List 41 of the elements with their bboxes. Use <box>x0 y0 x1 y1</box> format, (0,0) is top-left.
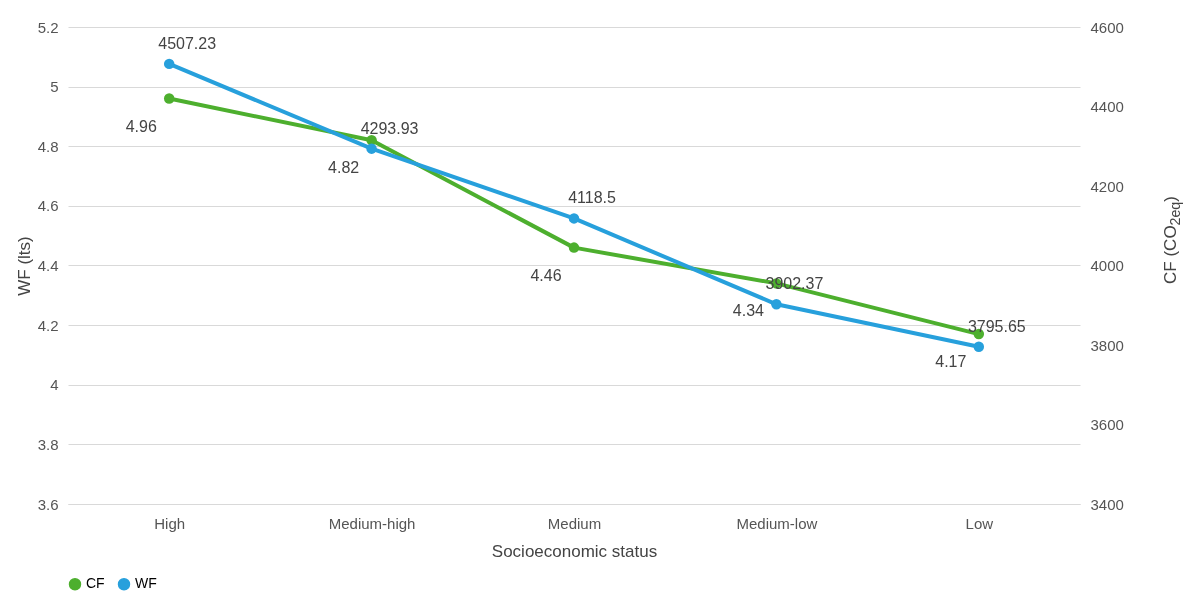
y2-tick-label: 3600 <box>1090 416 1124 433</box>
legend-label: WF <box>135 575 157 592</box>
data-label: 4118.5 <box>568 189 616 207</box>
data-label: 4.96 <box>125 117 157 135</box>
point <box>771 299 782 310</box>
y-tick-label: 4.8 <box>37 137 59 155</box>
y2-tick-label: 3800 <box>1090 336 1124 354</box>
y2-tick-label: 4000 <box>1090 257 1124 274</box>
data-label: 4.34 <box>732 302 765 320</box>
y-tick-label: 4.4 <box>37 257 59 274</box>
y-tick-label: 4 <box>50 376 59 394</box>
y-tick-label: 5 <box>50 78 59 96</box>
point <box>568 213 580 224</box>
x-tick-label: Medium <box>547 514 602 532</box>
x-axis-title: Socioeconomic status <box>491 541 658 561</box>
y-tick-label: 4.2 <box>37 316 59 334</box>
data-label: 4.82 <box>328 159 360 177</box>
y-tick-label: 3.6 <box>37 495 59 513</box>
point <box>568 242 580 253</box>
x-tick-label: Medium-low <box>736 514 818 532</box>
y2-tick-label: 4600 <box>1090 18 1124 36</box>
y-tick-label: 3.8 <box>37 435 59 453</box>
data-label: 4507.23 <box>158 34 217 52</box>
y-axis-title: WF (lts) <box>14 236 34 296</box>
point <box>973 341 985 352</box>
point <box>163 93 175 104</box>
data-label: 4.46 <box>530 266 562 284</box>
point <box>163 58 175 70</box>
data-label: 3795.65 <box>967 317 1026 335</box>
data-label: 4.17 <box>935 353 967 371</box>
y-tick-label: 4.6 <box>37 197 59 215</box>
y2-tick-label: 3400 <box>1090 495 1124 513</box>
x-tick-label: Medium-high <box>328 514 416 532</box>
point <box>366 143 377 154</box>
x-tick-label: Low <box>965 514 994 532</box>
y2-tick-label: 4200 <box>1090 177 1124 195</box>
legend-label: CF <box>86 575 105 592</box>
y2-tick-label: 4400 <box>1090 98 1124 115</box>
y-tick-label: 5.2 <box>37 18 59 36</box>
x-tick-label: High <box>154 514 186 532</box>
data-label: 4293.93 <box>360 119 419 137</box>
